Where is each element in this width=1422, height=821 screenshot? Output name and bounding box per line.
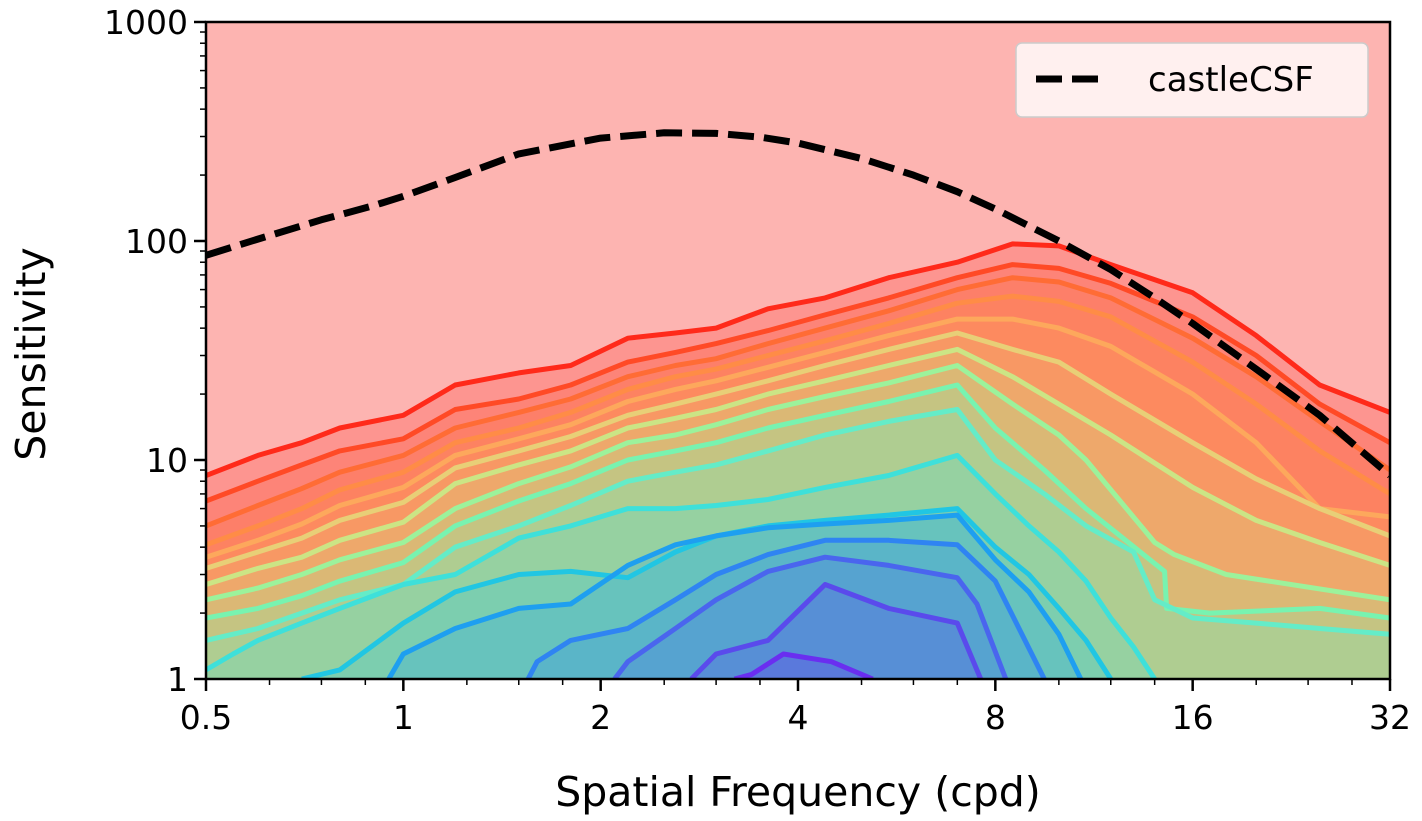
contour-line-1 (206, 241, 1390, 478)
y-axis-title: Sensitivity (7, 247, 55, 460)
x-axis-title: Spatial Frequency (cpd) (555, 768, 1041, 816)
contour-band-4 (206, 296, 1390, 679)
legend: castleCSF (1015, 42, 1369, 118)
contour-line-9 (206, 382, 1390, 621)
contour-band-1 (206, 243, 1390, 679)
contour-band-13 (388, 515, 1081, 679)
contour-band-12 (301, 508, 1111, 679)
x-tick-label: 8 (985, 698, 1006, 737)
contour-line-3 (206, 275, 1390, 529)
contour-band-16 (691, 584, 981, 679)
series-layer (206, 129, 1390, 479)
contour-band-17 (734, 654, 873, 679)
contour-line-5 (206, 316, 1390, 560)
contour-line-8 (206, 363, 1390, 603)
contour-layer (206, 22, 1390, 679)
y-tick-label: 1 (167, 660, 188, 699)
x-tick-label: 32 (1369, 698, 1411, 737)
contour-band-9 (206, 385, 1390, 679)
contour-line-16 (689, 582, 984, 679)
x-tick-label: 2 (590, 698, 611, 737)
x-tick-label: 1 (393, 698, 414, 737)
x-tick-label: 16 (1172, 698, 1214, 737)
x-tick-label: 0.5 (180, 698, 232, 737)
y-axis: 1 10 100 1000 (104, 3, 206, 699)
contour-line-14 (525, 537, 1047, 679)
contour-line-2 (206, 262, 1390, 504)
x-axis: 0.5 1 2 4 8 16 32 (180, 679, 1411, 737)
y-tick-label: 10 (146, 441, 188, 480)
y-tick-label: 100 (125, 222, 188, 261)
contour-line-7 (206, 346, 1390, 587)
contour-band-2 (206, 264, 1390, 679)
contour-band-14 (528, 540, 1045, 679)
contour-line-11 (206, 452, 1157, 679)
contour-line-13 (386, 512, 1084, 679)
contour-line-4 (206, 293, 1390, 548)
contour-line-6 (206, 330, 1390, 571)
contour-line-17 (733, 651, 874, 679)
contour-line-15 (612, 554, 1009, 679)
y-tick-label: 1000 (104, 3, 188, 42)
legend-box (1015, 42, 1369, 118)
legend-label-castlecsf: castleCSF (1148, 60, 1314, 100)
region-above-contours (206, 22, 1390, 679)
series-line-castlecsf (206, 129, 1390, 479)
contour-band-15 (614, 557, 1006, 679)
x-tick-label: 4 (788, 698, 809, 737)
